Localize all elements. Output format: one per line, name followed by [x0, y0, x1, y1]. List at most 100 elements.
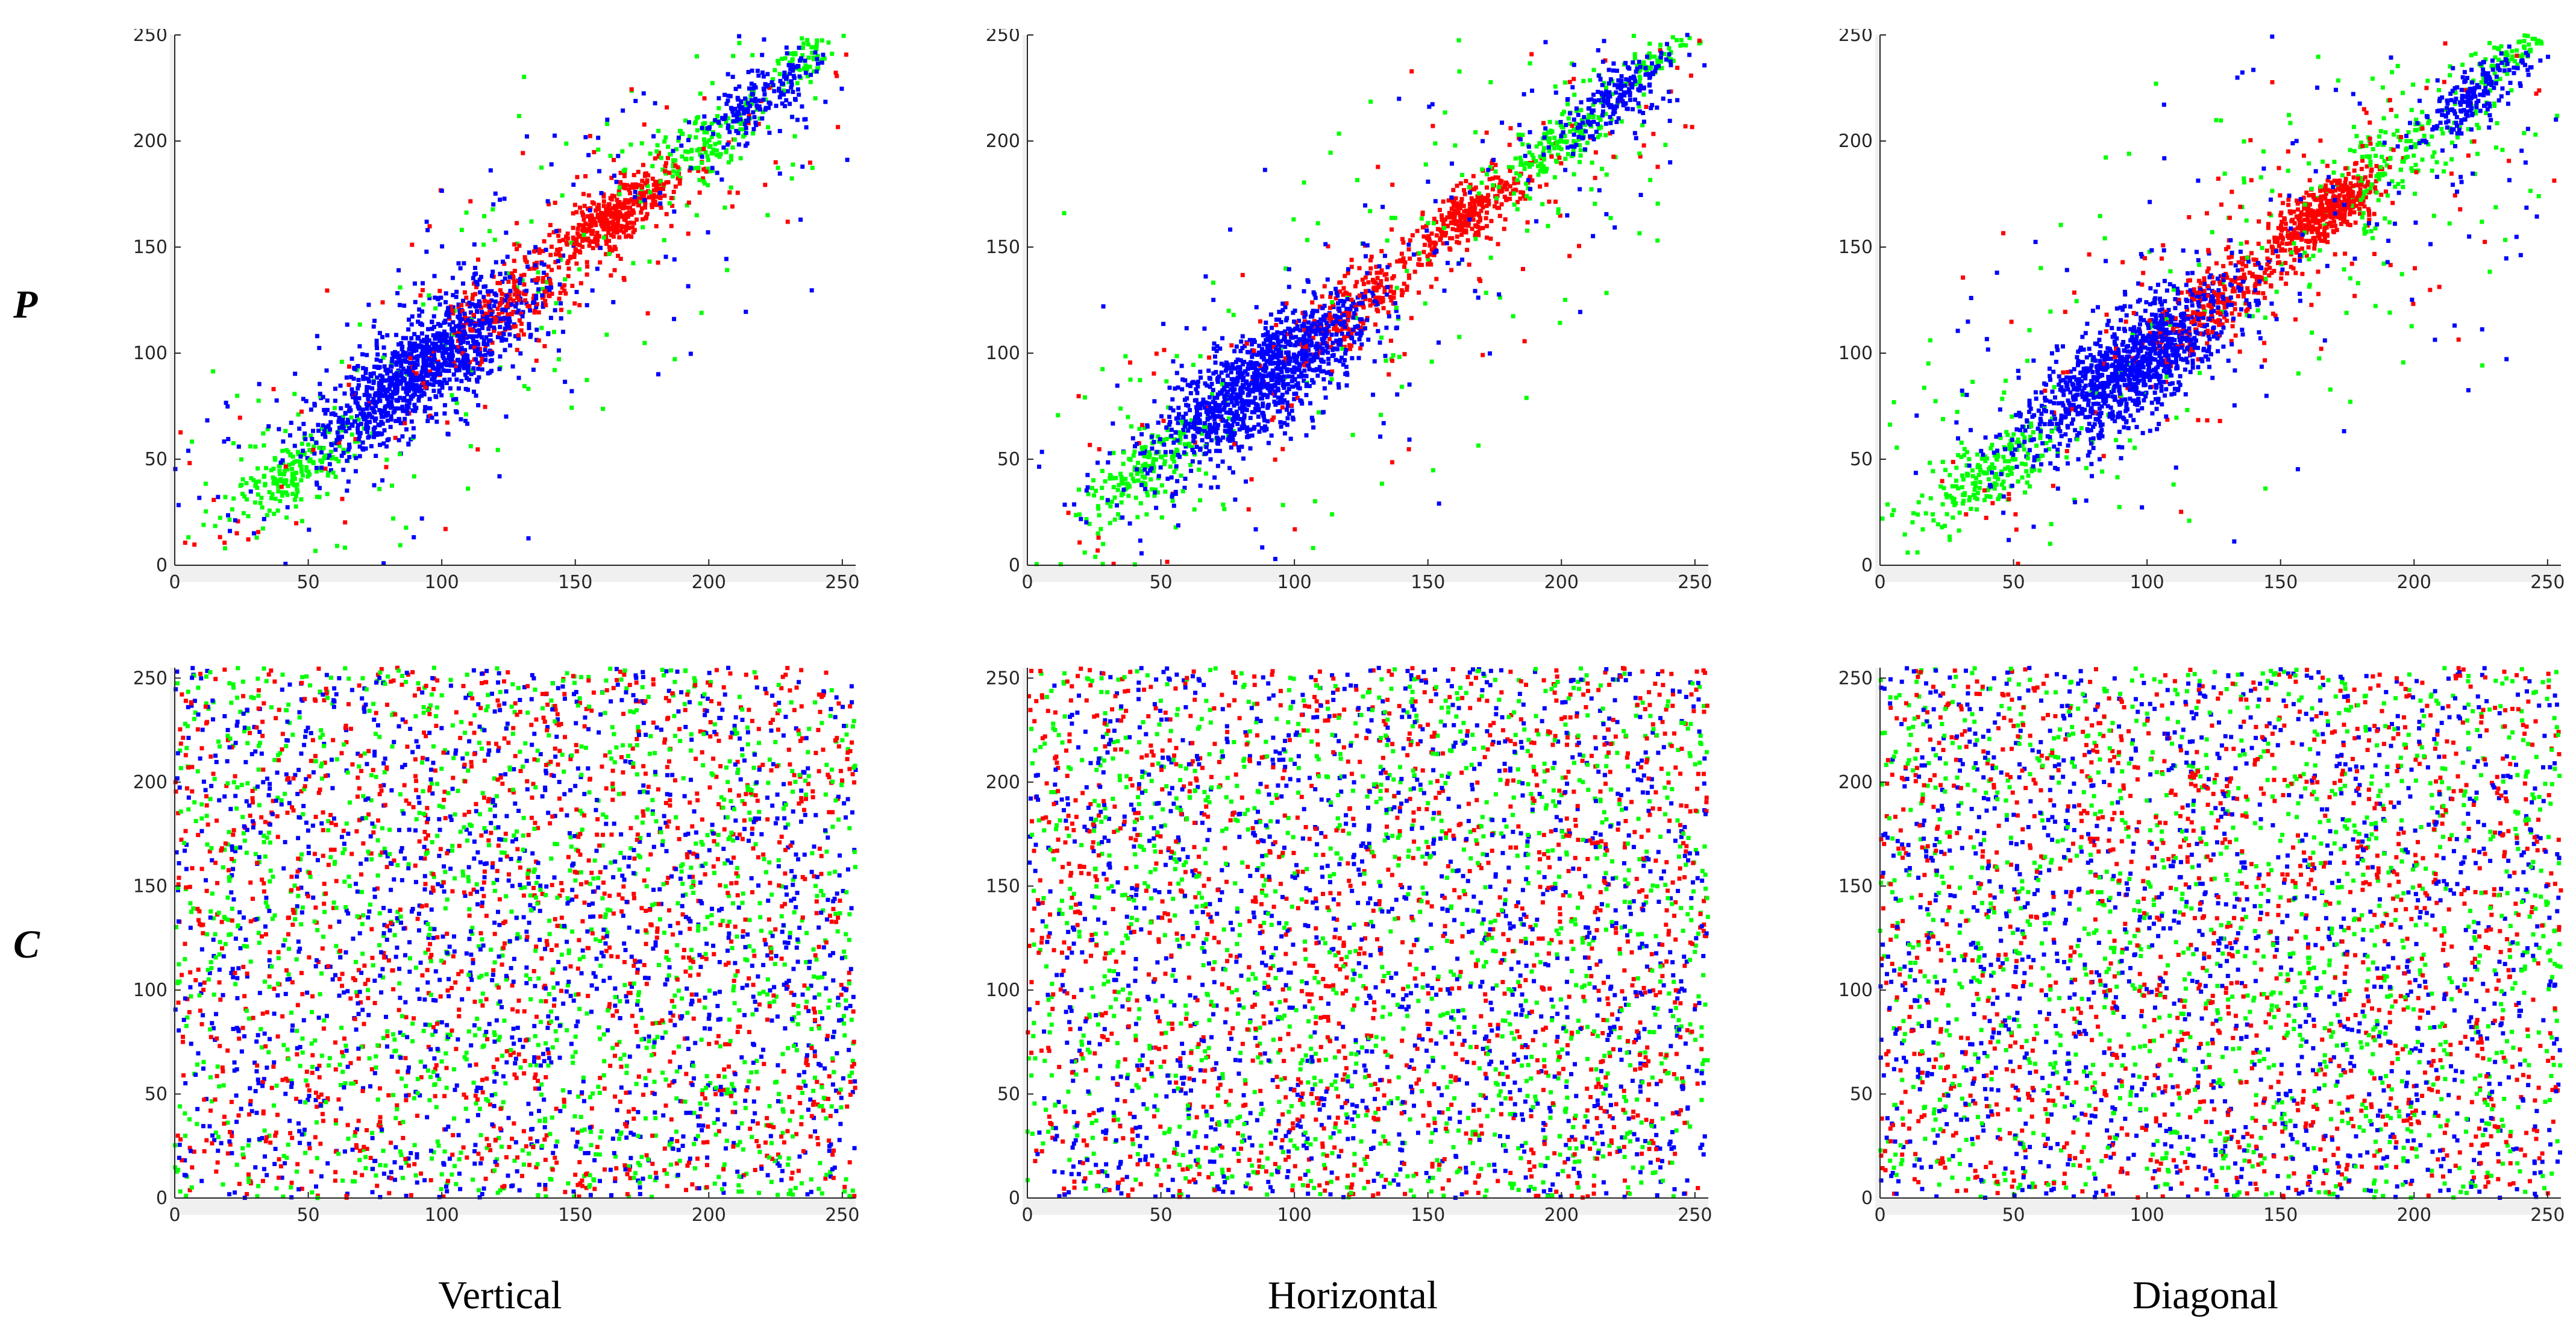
point-red [1465, 248, 1470, 252]
point-red [1465, 213, 1470, 218]
point-green [1570, 61, 1575, 66]
point-blue [421, 365, 425, 370]
point-blue [412, 356, 416, 360]
point-red [505, 312, 510, 317]
point-green [1211, 280, 1215, 285]
point-green [1142, 453, 1147, 458]
point-red [643, 181, 648, 186]
point-red [584, 260, 589, 265]
point-blue [1241, 420, 1246, 425]
point-green [704, 130, 709, 135]
y-tick-label: 0 [156, 555, 168, 576]
point-blue [427, 296, 432, 301]
point-green [276, 489, 281, 494]
point-blue [419, 388, 424, 393]
point-blue [1263, 424, 1268, 429]
point-red [492, 316, 497, 321]
point-blue [399, 364, 404, 369]
point-blue [1359, 342, 1364, 347]
point-green [1197, 467, 1202, 472]
point-green [1188, 463, 1193, 468]
point-red [1449, 220, 1453, 225]
point-red [511, 276, 516, 281]
point-red [587, 243, 592, 248]
point-blue [1270, 368, 1275, 373]
point-red [516, 333, 521, 337]
point-blue [342, 391, 347, 396]
point-blue [440, 351, 445, 356]
point-blue [1194, 409, 1199, 413]
point-blue [1203, 451, 1208, 456]
point-green [1521, 162, 1526, 167]
point-blue [461, 298, 466, 303]
point-blue [1273, 354, 1278, 359]
point-green [711, 147, 716, 152]
point-red [1459, 196, 1464, 201]
point-red [1391, 274, 1396, 278]
point-red [650, 205, 654, 210]
point-green [1305, 237, 1309, 242]
point-blue [1238, 395, 1243, 400]
point-blue [1249, 342, 1254, 347]
point-green [1142, 425, 1147, 430]
point-blue [541, 301, 546, 306]
point-blue [1280, 308, 1285, 313]
point-red [1453, 221, 1458, 226]
point-green [1632, 56, 1637, 61]
point-green [255, 466, 260, 471]
point-red [1458, 181, 1463, 186]
point-blue [742, 108, 747, 113]
point-blue [1230, 438, 1235, 442]
point-blue [302, 431, 307, 436]
point-red [601, 199, 606, 204]
point-blue [1366, 289, 1371, 293]
point-blue [1247, 337, 1252, 342]
point-green [731, 54, 736, 58]
point-blue [1283, 305, 1288, 310]
point-red [1476, 233, 1481, 237]
point-green [1453, 143, 1458, 148]
point-blue [1189, 381, 1194, 386]
point-blue [1169, 475, 1174, 480]
point-red [1400, 290, 1405, 295]
point-red [464, 295, 469, 300]
point-blue [1211, 346, 1216, 351]
point-red [1361, 321, 1365, 326]
point-blue [1250, 410, 1255, 415]
point-blue [454, 397, 459, 401]
point-blue [507, 316, 512, 321]
point-blue [425, 334, 430, 339]
point-blue [1229, 430, 1233, 435]
point-blue [340, 418, 345, 422]
point-blue [504, 414, 509, 419]
point-blue [1394, 309, 1399, 313]
point-blue [430, 353, 434, 357]
point-red [594, 208, 598, 213]
point-red [618, 204, 623, 209]
point-red [628, 221, 633, 225]
point-blue [760, 52, 765, 57]
point-red [1675, 65, 1680, 70]
point-green [240, 492, 245, 497]
point-blue [1234, 382, 1239, 387]
point-green [1423, 162, 1428, 167]
point-green [1172, 459, 1177, 464]
point-green [246, 514, 251, 519]
point-blue [440, 334, 445, 339]
point-blue [1234, 416, 1239, 421]
point-green [577, 267, 581, 272]
point-red [609, 175, 614, 180]
point-blue [443, 337, 448, 342]
point-blue [777, 86, 782, 91]
point-blue [1263, 369, 1268, 374]
point-green [284, 515, 289, 520]
point-blue [363, 367, 368, 372]
point-blue [225, 404, 230, 409]
point-red [1558, 213, 1562, 218]
point-green [757, 116, 762, 121]
point-blue [468, 321, 473, 326]
point-red [558, 253, 563, 258]
point-red [631, 210, 636, 215]
point-green [344, 423, 349, 428]
point-blue [1294, 366, 1299, 371]
